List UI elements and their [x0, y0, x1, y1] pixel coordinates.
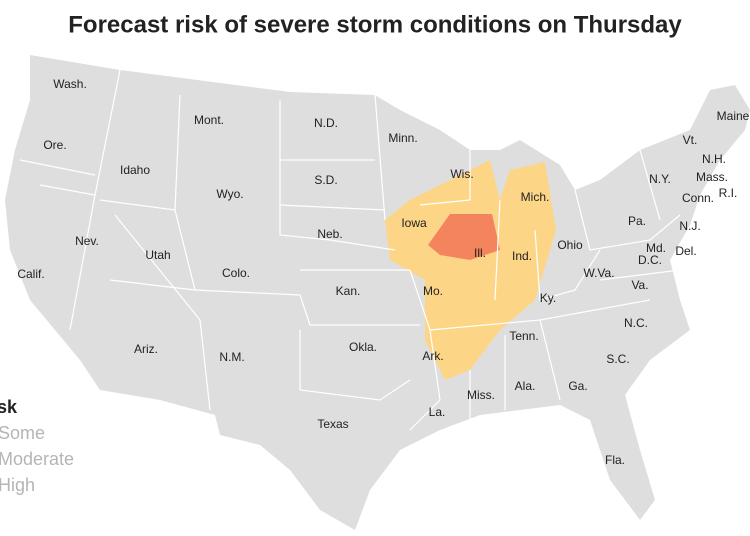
map-title: Forecast risk of severe storm conditions… [68, 11, 682, 38]
state-borders [19, 69, 681, 431]
state-labels: Wash. Mont. N.D. Minn. Maine Ore. Vt. N.H. Idaho… [17, 77, 749, 467]
state-label: Kan. [336, 284, 361, 298]
state-label: Maine [717, 109, 750, 123]
state-label: Conn. [682, 191, 714, 205]
state-label: Vt. [683, 133, 698, 147]
state-label: Ala. [515, 379, 536, 393]
state-label: Ga. [568, 379, 587, 393]
state-label: N.M. [219, 350, 244, 364]
state-label: Md. [646, 241, 666, 255]
state-label: Mass. [696, 170, 728, 184]
state-label: Okla. [349, 340, 377, 354]
state-label: Pa. [628, 214, 646, 228]
state-label: Neb. [317, 227, 342, 241]
state-label: Utah [145, 248, 170, 262]
state-label: Miss. [467, 388, 495, 402]
state-label: Ore. [43, 138, 66, 152]
state-label: N.H. [702, 152, 726, 166]
state-label: Ariz. [134, 342, 158, 356]
risk-moderate [428, 214, 500, 260]
state-label: Del. [675, 244, 696, 258]
state-label: S.C. [606, 352, 629, 366]
us-outline [5, 55, 750, 530]
state-label: Texas [317, 417, 348, 431]
state-label: D.C. [638, 253, 662, 267]
state-label: N.J. [679, 219, 700, 233]
state-label: Ind. [512, 249, 532, 263]
state-label: Wash. [53, 77, 87, 91]
state-label: Mich. [521, 190, 550, 204]
state-label: N.C. [624, 316, 648, 330]
state-label: R.I. [719, 186, 738, 200]
legend-label: Moderate [0, 449, 74, 469]
state-label: Minn. [388, 131, 417, 145]
legend-title: sk [0, 397, 18, 417]
state-label: Nev. [75, 234, 99, 248]
state-label: Ky. [540, 291, 556, 305]
legend-label: Some [0, 423, 45, 443]
state-label: Ohio [557, 238, 583, 252]
state-label: Wis. [450, 167, 473, 181]
state-label: Calif. [17, 267, 44, 281]
state-label: Idaho [120, 163, 150, 177]
state-label: Iowa [401, 216, 427, 230]
state-label: Ill. [474, 246, 486, 260]
legend-label: High [0, 475, 35, 495]
state-label: La. [429, 405, 446, 419]
state-label: Va. [631, 278, 648, 292]
state-label: Fla. [605, 453, 625, 467]
state-label: Tenn. [509, 329, 538, 343]
state-label: Wyo. [216, 187, 243, 201]
legend: Some Moderate High [0, 423, 74, 495]
state-label: N.D. [314, 116, 338, 130]
state-label: W.Va. [583, 266, 614, 280]
state-label: Mont. [194, 113, 224, 127]
state-label: Colo. [222, 266, 250, 280]
state-label: N.Y. [649, 172, 671, 186]
state-label: Mo. [423, 284, 443, 298]
state-label: S.D. [314, 173, 337, 187]
state-label: Ark. [422, 349, 443, 363]
